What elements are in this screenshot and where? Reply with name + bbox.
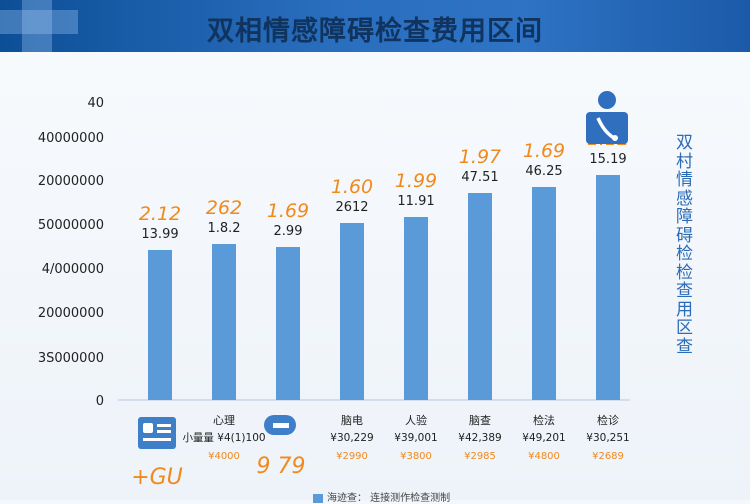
- bar-orange-label: 1.60: [331, 176, 373, 198]
- y-tick-label: 0: [96, 394, 104, 409]
- category-price-label: ¥49,201: [522, 432, 565, 444]
- medical-cross-icon: [22, 0, 52, 52]
- category-price-label: ¥42,389: [458, 432, 501, 444]
- y-tick-label: 20000000: [38, 174, 104, 189]
- bandage-icon: [262, 411, 298, 443]
- title-banner: 双相情感障碍检查费用区间: [0, 0, 750, 52]
- extra-orange-label: 9 79: [257, 454, 306, 479]
- bar-orange-label: 1.69: [267, 200, 309, 222]
- category-price-label: 小量量 ¥4(1)100: [182, 432, 265, 444]
- person-icon: [584, 88, 630, 150]
- category-label: 脑电: [341, 414, 363, 427]
- bar-value-label: 13.99: [141, 227, 178, 242]
- side-label: 双村情感障碍检检查用区查: [676, 133, 693, 357]
- medical-cross-bar: [0, 10, 78, 34]
- y-tick-label: 4/000000: [42, 262, 104, 277]
- category-range-label: ¥4000: [208, 451, 240, 462]
- legend-swatch: [313, 493, 323, 503]
- category-label: 检法: [533, 413, 555, 427]
- bar-value-label: 15.19: [589, 152, 626, 167]
- y-tick-label: 40: [87, 96, 104, 111]
- bar: [468, 193, 492, 400]
- bar: [532, 187, 556, 400]
- category-label: 脑查: [469, 413, 491, 427]
- chart-area: 40 40000000 20000000 50000000 4/000000 200000…: [0, 52, 750, 500]
- bar-orange-label: 262: [206, 197, 242, 219]
- category-range-label: ¥2689: [592, 451, 624, 462]
- category-label: 心理: [213, 414, 235, 427]
- y-tick-label: 3S000000: [38, 351, 104, 366]
- y-tick-label: 50000000: [38, 218, 104, 233]
- bar: [596, 175, 620, 400]
- extra-orange-label: +GU: [131, 465, 183, 490]
- category-range-label: ¥2985: [464, 451, 496, 462]
- category-label: 人验: [405, 413, 427, 427]
- category-range-label: ¥4800: [528, 451, 560, 462]
- bar-value-label: 1.8.2: [207, 221, 240, 236]
- bar-value-label: 11.91: [397, 194, 434, 209]
- bar-value-label: 47.51: [461, 170, 498, 185]
- legend: 海迹查： 连接测作检查测制: [313, 489, 450, 504]
- y-tick-label: 40000000: [38, 131, 104, 146]
- category-label: 检诊: [597, 413, 619, 427]
- bar-value-label: 2.99: [274, 224, 303, 239]
- bar-orange-label: 2.12: [139, 203, 181, 225]
- category-price-label: ¥30,251: [586, 432, 629, 444]
- category-price-label: ¥30,229: [330, 432, 373, 444]
- bar-orange-label: 1.69: [523, 140, 565, 162]
- bar-chart: 40 40000000 20000000 50000000 4/000000 200000…: [38, 96, 630, 490]
- category-price-label: ¥39,001: [394, 432, 437, 444]
- y-tick-label: 20000000: [38, 306, 104, 321]
- bar: [276, 247, 300, 400]
- bar: [148, 250, 172, 400]
- legend-label: 海迹查： 连接测作检查测制: [327, 493, 451, 504]
- bar-orange-label: 1.99: [395, 170, 437, 192]
- bar: [404, 217, 428, 400]
- document-icon: [137, 416, 177, 454]
- bar: [212, 244, 236, 400]
- category-range-label: ¥3800: [400, 451, 432, 462]
- bar-value-label: 2612: [335, 200, 368, 215]
- bar: [340, 223, 364, 400]
- chart-title: 双相情感障碍检查费用区间: [207, 16, 543, 47]
- bar-value-label: 46.25: [525, 164, 562, 179]
- bar-orange-label: 1.97: [459, 146, 501, 168]
- category-range-label: ¥2990: [336, 451, 368, 462]
